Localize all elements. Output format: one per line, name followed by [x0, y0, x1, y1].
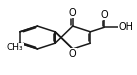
- Text: O: O: [69, 49, 77, 59]
- Text: O: O: [69, 8, 77, 18]
- Text: OH: OH: [119, 22, 134, 32]
- Text: O: O: [100, 10, 108, 20]
- Text: CH₃: CH₃: [7, 43, 23, 52]
